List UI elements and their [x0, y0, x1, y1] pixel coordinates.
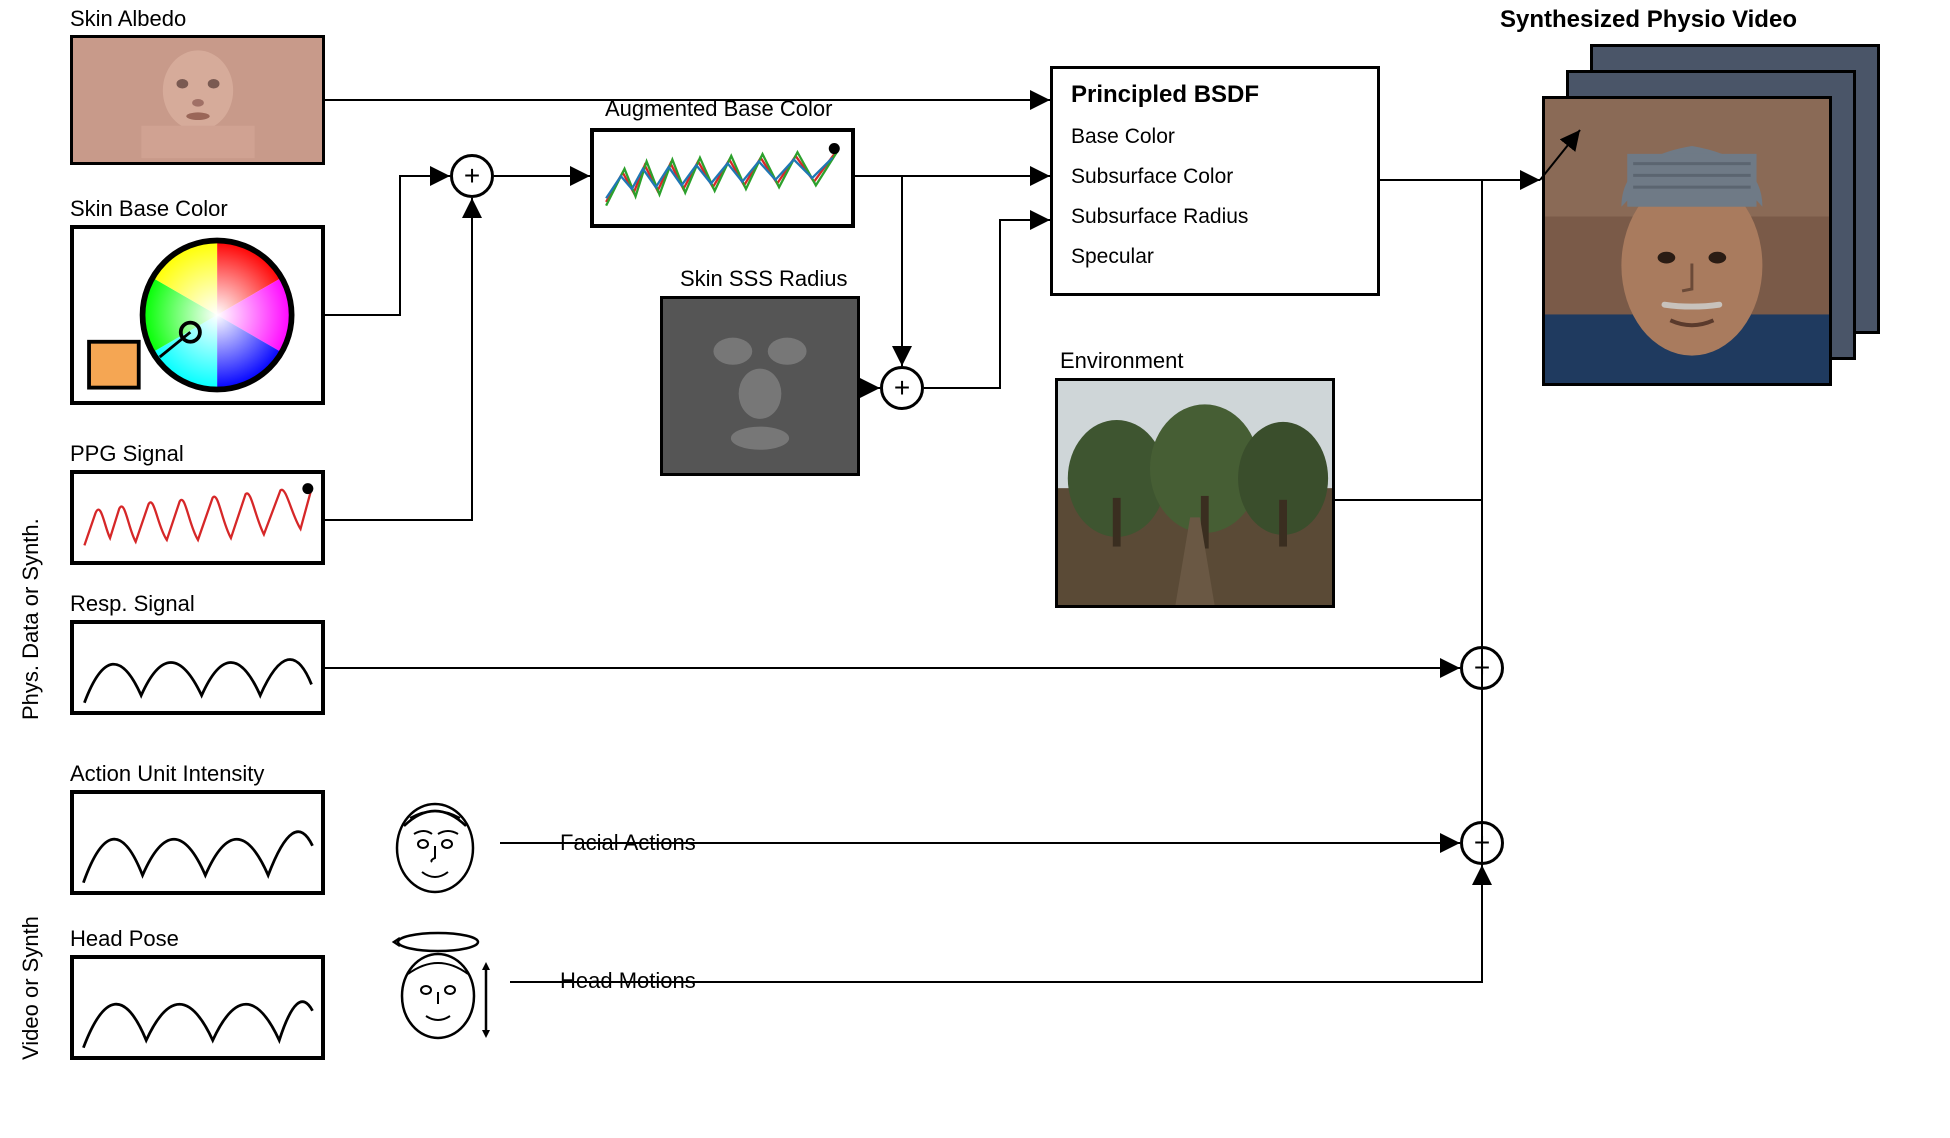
- resp-wave-icon: [74, 624, 321, 711]
- albedo-image-placeholder: [73, 38, 322, 162]
- skin-base-color-picker: [70, 225, 325, 405]
- head-wave-icon: [74, 959, 321, 1056]
- side-label-phys: Phys. Data or Synth.: [18, 470, 44, 720]
- env-box: [1055, 378, 1335, 608]
- plus-node-2: +: [880, 366, 924, 410]
- augmented-wave-icon: [594, 132, 851, 224]
- skin-albedo-label: Skin Albedo: [70, 6, 186, 32]
- skin-albedo-thumb: [70, 35, 325, 165]
- sss-label: Skin SSS Radius: [680, 266, 848, 292]
- output-title: Synthesized Physio Video: [1500, 6, 1797, 34]
- ppg-wave-icon: [74, 474, 321, 561]
- au-label: Action Unit Intensity: [70, 761, 264, 787]
- plus-node-4: +: [1460, 821, 1504, 865]
- bsdf-title: Principled BSDF: [1071, 81, 1359, 109]
- output-image-placeholder: [1545, 99, 1829, 383]
- bsdf-item-0: Base Color: [1071, 125, 1359, 149]
- au-box: [70, 790, 325, 895]
- side-label-video: Video or Synth: [18, 800, 44, 1060]
- head-motions-label: Head Motions: [560, 968, 696, 994]
- plus-node-3: +: [1460, 646, 1504, 690]
- sss-box: [660, 296, 860, 476]
- aug-label: Augmented Base Color: [605, 96, 832, 122]
- ppg-label: PPG Signal: [70, 441, 184, 467]
- skin-base-color-label: Skin Base Color: [70, 196, 228, 222]
- headpose-label: Head Pose: [70, 926, 179, 952]
- env-label: Environment: [1060, 348, 1184, 374]
- headpose-box: [70, 955, 325, 1060]
- pipeline-diagram: Phys. Data or Synth. Video or Synth Skin…: [0, 0, 1950, 1138]
- bsdf-item-1: Subsurface Color: [1071, 165, 1359, 189]
- output-frame-1: [1542, 96, 1832, 386]
- bsdf-item-3: Specular: [1071, 245, 1359, 269]
- au-wave-icon: [74, 794, 321, 891]
- face-icon-headmotion: [378, 926, 498, 1056]
- color-wheel-icon: [74, 229, 321, 401]
- resp-label: Resp. Signal: [70, 591, 195, 617]
- bsdf-item-2: Subsurface Radius: [1071, 205, 1359, 229]
- env-image-placeholder: [1058, 381, 1332, 605]
- aug-box: [590, 128, 855, 228]
- sss-image-placeholder: [663, 299, 857, 473]
- facial-actions-label: Facial Actions: [560, 830, 696, 856]
- face-icon-facial: [380, 790, 490, 900]
- ppg-box: [70, 470, 325, 565]
- plus-node-1: +: [450, 154, 494, 198]
- bsdf-box: Principled BSDF Base Color Subsurface Co…: [1050, 66, 1380, 296]
- resp-box: [70, 620, 325, 715]
